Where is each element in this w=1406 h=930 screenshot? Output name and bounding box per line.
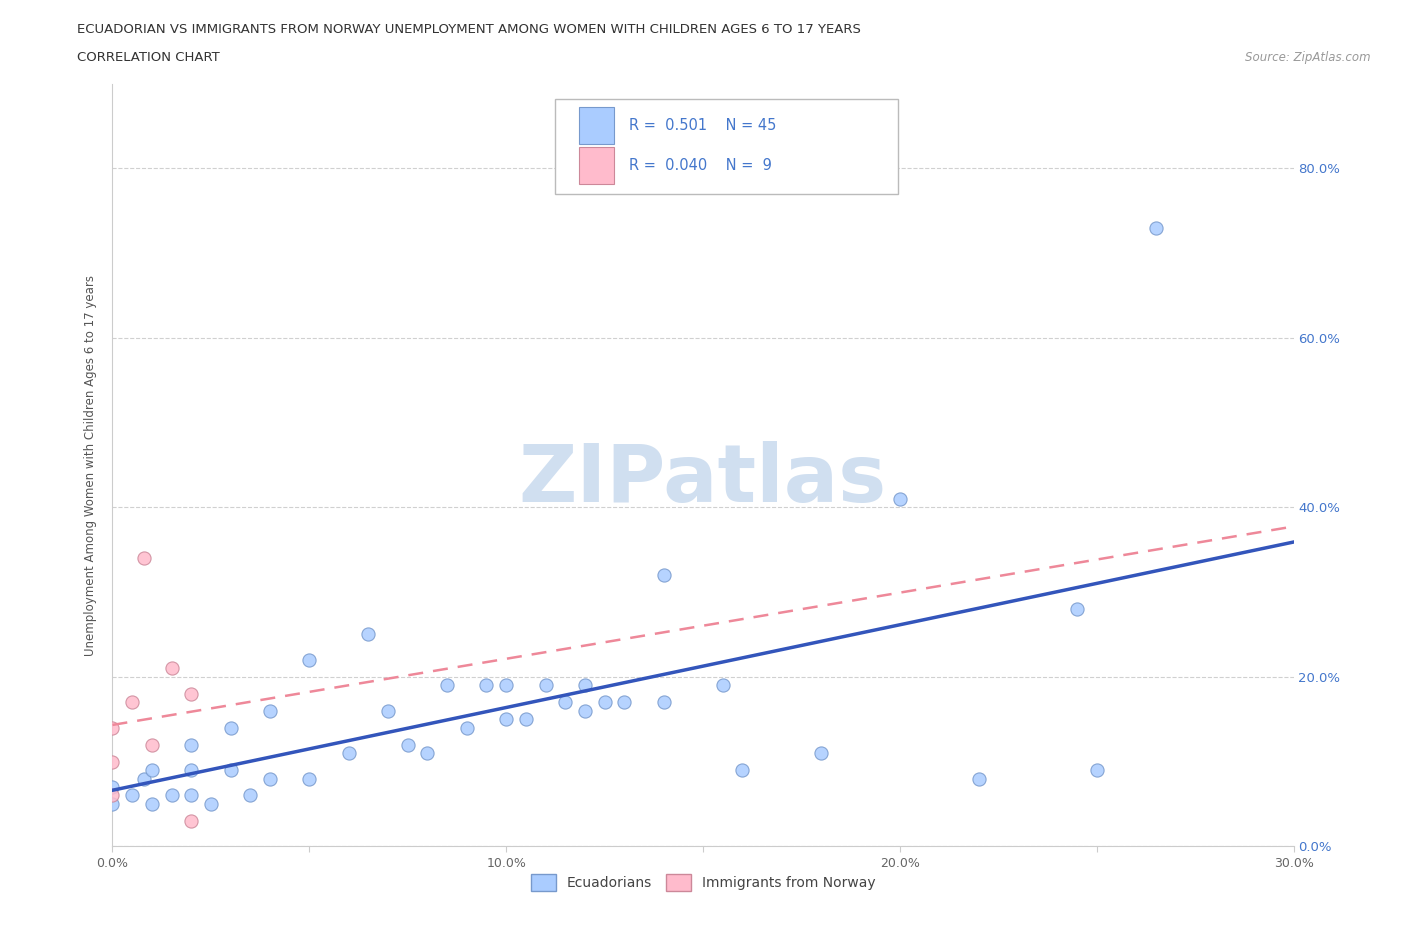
Point: [475, 678, 498, 693]
Point: [259, 703, 281, 718]
Point: [613, 695, 636, 710]
Y-axis label: Unemployment Among Women with Children Ages 6 to 17 years: Unemployment Among Women with Children A…: [83, 274, 97, 656]
Point: [132, 551, 155, 565]
Point: [534, 678, 557, 693]
Point: [456, 720, 478, 735]
Point: [554, 695, 576, 710]
Point: [711, 678, 734, 693]
Point: [132, 771, 155, 786]
Point: [121, 695, 143, 710]
Text: R =  0.040    N =  9: R = 0.040 N = 9: [628, 158, 772, 173]
Point: [652, 695, 675, 710]
Point: [180, 686, 202, 701]
Point: [298, 771, 321, 786]
Point: [141, 796, 163, 811]
Point: [652, 567, 675, 582]
Point: [180, 814, 202, 829]
Point: [101, 720, 124, 735]
Text: ECUADORIAN VS IMMIGRANTS FROM NORWAY UNEMPLOYMENT AMONG WOMEN WITH CHILDREN AGES: ECUADORIAN VS IMMIGRANTS FROM NORWAY UNE…: [77, 23, 862, 36]
Point: [239, 788, 262, 803]
Point: [141, 737, 163, 752]
Point: [219, 763, 242, 777]
Point: [495, 711, 517, 726]
Point: [298, 653, 321, 668]
Point: [101, 788, 124, 803]
Point: [160, 661, 183, 676]
Point: [574, 678, 596, 693]
FancyBboxPatch shape: [555, 99, 898, 194]
Point: [396, 737, 419, 752]
Point: [967, 771, 990, 786]
Point: [1085, 763, 1108, 777]
Point: [160, 788, 183, 803]
Point: [810, 746, 832, 761]
Point: [574, 703, 596, 718]
Point: [1066, 602, 1088, 617]
Legend: Ecuadorians, Immigrants from Norway: Ecuadorians, Immigrants from Norway: [524, 869, 882, 897]
Point: [180, 737, 202, 752]
Point: [1144, 220, 1167, 235]
Point: [259, 771, 281, 786]
Point: [593, 695, 616, 710]
Point: [377, 703, 399, 718]
Text: Source: ZipAtlas.com: Source: ZipAtlas.com: [1246, 51, 1371, 64]
Point: [337, 746, 360, 761]
Bar: [579, 147, 614, 183]
Point: [219, 720, 242, 735]
Point: [101, 796, 124, 811]
Point: [357, 627, 380, 642]
Point: [495, 678, 517, 693]
Point: [200, 796, 222, 811]
Text: R =  0.501    N = 45: R = 0.501 N = 45: [628, 118, 776, 133]
Point: [180, 763, 202, 777]
Point: [180, 788, 202, 803]
Point: [436, 678, 458, 693]
Point: [731, 763, 754, 777]
Point: [121, 788, 143, 803]
Point: [101, 779, 124, 794]
Point: [416, 746, 439, 761]
Text: ZIPatlas: ZIPatlas: [519, 441, 887, 519]
Point: [141, 763, 163, 777]
Text: CORRELATION CHART: CORRELATION CHART: [77, 51, 221, 64]
Point: [101, 754, 124, 769]
Bar: [579, 107, 614, 144]
Point: [889, 491, 911, 506]
Point: [515, 711, 537, 726]
